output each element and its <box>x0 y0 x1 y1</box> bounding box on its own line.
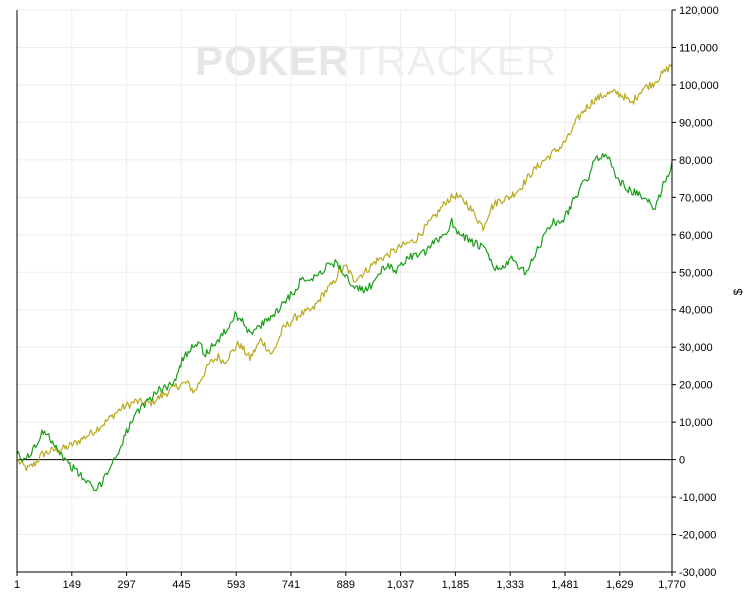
series-line-1 <box>16 153 673 492</box>
x-axis-ticks: 1 149 297 445 593 741 889 1,037 1,185 1,333 1,481 1… <box>14 572 686 591</box>
x-tick-label-6: 889 <box>337 579 355 591</box>
y-axis-label: $ <box>731 288 745 295</box>
x-tick-label-7: 1,037 <box>387 579 415 591</box>
x-tick-label-1: 149 <box>63 579 81 591</box>
x-tick-label-11: 1,629 <box>606 579 634 591</box>
y-tick-label-7: 40,000 <box>679 305 713 317</box>
y-tick-label-5: 20,000 <box>679 380 713 392</box>
y-tick-label-6: 30,000 <box>679 342 713 354</box>
grid-lines <box>16 9 673 573</box>
y-axis-ticks: -30,000 -20,000 -10,000 0 10,000 20,000 30,000… <box>672 5 719 579</box>
axes <box>16 10 673 573</box>
x-tick-label-2: 297 <box>117 579 135 591</box>
pokertracker-watermark: POKERTRACKER <box>195 37 557 84</box>
y-tick-label-0: -30,000 <box>679 567 716 579</box>
y-tick-label-15: 120,000 <box>679 5 719 17</box>
y-tick-label-9: 60,000 <box>679 230 713 242</box>
watermark-part1: POKER <box>195 37 349 84</box>
y-tick-label-13: 100,000 <box>679 80 719 92</box>
y-tick-label-2: -10,000 <box>679 492 716 504</box>
x-tick-label-5: 741 <box>282 579 300 591</box>
y-tick-label-11: 80,000 <box>679 155 713 167</box>
svg-text:POKERTRACKER: POKERTRACKER <box>195 37 557 84</box>
x-tick-label-9: 1,333 <box>496 579 524 591</box>
y-tick-label-3: 0 <box>679 455 685 467</box>
x-tick-label-10: 1,481 <box>551 579 579 591</box>
y-tick-label-14: 110,000 <box>679 42 718 54</box>
series-group <box>16 63 673 492</box>
x-tick-label-12: 1,770 <box>658 579 686 591</box>
y-tick-label-4: 10,000 <box>679 417 713 429</box>
y-tick-label-1: -20,000 <box>679 530 716 542</box>
x-tick-label-0: 1 <box>14 579 20 591</box>
y-tick-label-8: 50,000 <box>679 267 713 279</box>
x-tick-label-8: 1,185 <box>442 579 470 591</box>
series-line-0 <box>16 63 673 472</box>
x-tick-label-4: 593 <box>227 579 245 591</box>
y-tick-label-10: 70,000 <box>679 192 713 204</box>
watermark-part2: TRACKER <box>349 37 557 84</box>
y-tick-label-12: 90,000 <box>679 117 713 129</box>
x-tick-label-3: 445 <box>172 579 190 591</box>
